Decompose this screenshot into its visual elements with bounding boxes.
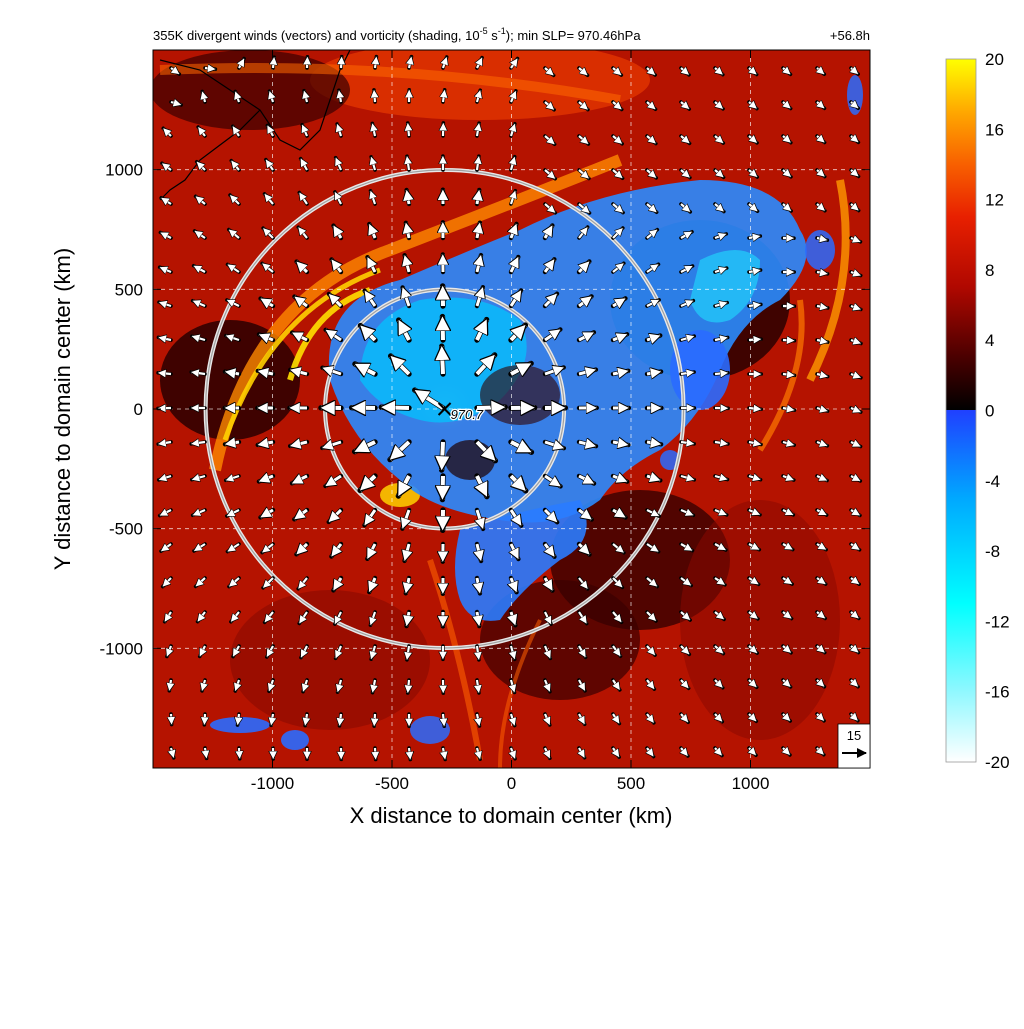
wind-vector bbox=[442, 346, 443, 374]
x-tick-label: -500 bbox=[375, 774, 409, 793]
wind-vector bbox=[749, 408, 761, 409]
x-tick-label: 500 bbox=[617, 774, 645, 793]
wind-vector bbox=[205, 748, 207, 758]
reference-vector-label: 15 bbox=[847, 728, 861, 743]
wind-vector bbox=[442, 317, 443, 340]
plot-area: 970.7 bbox=[150, 40, 870, 768]
x-axis-label: X distance to domain center (km) bbox=[350, 803, 673, 828]
colorbar-tick-label: -4 bbox=[985, 472, 1000, 491]
y-tick-label: -500 bbox=[109, 520, 143, 539]
wind-vector bbox=[442, 442, 443, 470]
x-tick-label: 0 bbox=[507, 774, 516, 793]
colorbar-tick-label: -12 bbox=[985, 612, 1010, 631]
wind-vector bbox=[409, 748, 410, 760]
colorbar-tick-label: -20 bbox=[985, 753, 1010, 772]
y-tick-label: -1000 bbox=[100, 639, 143, 658]
y-tick-label: 0 bbox=[134, 400, 143, 419]
wind-vector bbox=[238, 714, 239, 725]
colorbar-negative bbox=[946, 410, 976, 762]
wind-vector bbox=[442, 476, 443, 500]
wind-vector bbox=[341, 57, 342, 68]
wind-vector bbox=[381, 407, 409, 408]
wind-vector bbox=[339, 714, 341, 726]
wind-vector bbox=[375, 57, 376, 68]
storm-center-label: 970.7 bbox=[451, 407, 484, 422]
colorbar-ticks: 20 16 12 8 4 0 -4 -8 -12 -16 -20 bbox=[985, 50, 1010, 772]
colorbar-positive bbox=[946, 59, 976, 410]
wind-vector bbox=[374, 90, 375, 102]
forecast-time: +56.8h bbox=[830, 28, 870, 43]
y-tick-label: 500 bbox=[115, 280, 143, 299]
colorbar-tick-label: -16 bbox=[985, 683, 1010, 702]
wind-vector bbox=[783, 340, 795, 341]
colorbar-tick-label: 4 bbox=[985, 331, 994, 350]
wind-vector bbox=[204, 714, 205, 725]
reference-vector: 15 bbox=[838, 724, 870, 768]
colorbar-tick-label: 20 bbox=[985, 50, 1004, 69]
y-axis-label: Y distance to domain center (km) bbox=[50, 248, 75, 570]
colorbar-tick-label: 8 bbox=[985, 261, 994, 280]
colorbar-tick-label: 0 bbox=[985, 402, 994, 421]
chart-title: 355K divergent winds (vectors) and vorti… bbox=[153, 26, 641, 43]
wind-vector bbox=[375, 748, 376, 759]
wind-vector bbox=[408, 123, 409, 136]
x-tick-label: 1000 bbox=[732, 774, 770, 793]
colorbar-tick-label: 16 bbox=[985, 120, 1004, 139]
wind-vector bbox=[749, 304, 761, 306]
wind-vector bbox=[443, 714, 444, 726]
wind-vector bbox=[408, 680, 409, 693]
wind-vector bbox=[239, 748, 240, 759]
y-tick-label: 1000 bbox=[105, 161, 143, 180]
wind-vector bbox=[374, 714, 375, 726]
colorbar: 20 16 12 8 4 0 -4 -8 -12 -16 -20 bbox=[946, 50, 1010, 772]
x-tick-label: -1000 bbox=[251, 774, 294, 793]
wind-vector bbox=[783, 374, 795, 375]
wind-vector bbox=[273, 57, 274, 68]
colorbar-tick-label: 12 bbox=[985, 191, 1004, 210]
wind-vector bbox=[158, 373, 171, 374]
wind-vector bbox=[715, 373, 728, 374]
wind-vector bbox=[205, 68, 215, 69]
wind-vector bbox=[749, 339, 761, 340]
wind-vector bbox=[171, 714, 172, 725]
colorbar-tick-label: -8 bbox=[985, 542, 1000, 561]
